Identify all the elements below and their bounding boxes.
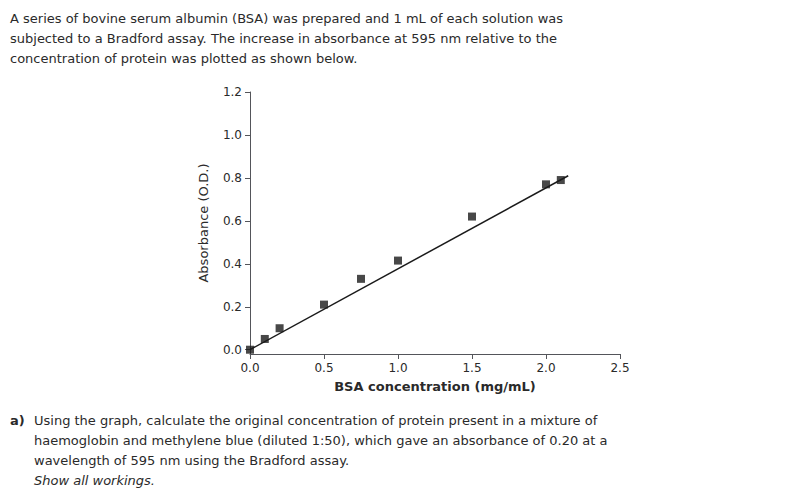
svg-text:0.8: 0.8 xyxy=(223,171,242,185)
svg-text:2.5: 2.5 xyxy=(610,361,629,375)
svg-text:Using the graph, calculate the: Using the graph, calculate the original … xyxy=(34,413,598,428)
svg-text:0.0: 0.0 xyxy=(240,361,259,375)
svg-text:Show all workings.: Show all workings. xyxy=(34,473,155,488)
svg-text:BSA concentration (mg/mL): BSA concentration (mg/mL) xyxy=(334,379,536,394)
svg-text:subjected to a Bradford assay.: subjected to a Bradford assay. The incre… xyxy=(10,31,557,46)
svg-text:1.5: 1.5 xyxy=(462,361,481,375)
svg-text:wavelength of 595 nm using the: wavelength of 595 nm using the Bradford … xyxy=(34,453,349,468)
svg-text:A series of bovine serum album: A series of bovine serum albumin (BSA) w… xyxy=(10,11,563,26)
svg-text:haemoglobin and methylene blue: haemoglobin and methylene blue (diluted … xyxy=(34,433,607,448)
svg-text:1.0: 1.0 xyxy=(223,128,242,142)
svg-text:a): a) xyxy=(10,413,25,428)
svg-text:0.5: 0.5 xyxy=(314,361,333,375)
svg-text:Absorbance (O.D.): Absorbance (O.D.) xyxy=(196,163,211,282)
svg-text:0.4: 0.4 xyxy=(223,257,242,271)
svg-text:0.6: 0.6 xyxy=(223,214,242,228)
svg-text:concentration of protein was p: concentration of protein was plotted as … xyxy=(10,51,357,66)
svg-text:0.0: 0.0 xyxy=(223,343,242,357)
svg-text:2.0: 2.0 xyxy=(536,361,555,375)
svg-text:1.2: 1.2 xyxy=(223,85,242,99)
svg-text:0.2: 0.2 xyxy=(223,300,242,314)
svg-text:1.0: 1.0 xyxy=(388,361,407,375)
